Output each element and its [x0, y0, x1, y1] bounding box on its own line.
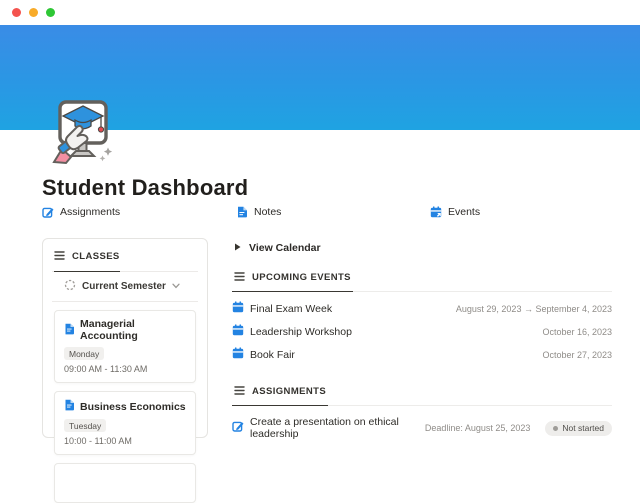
class-time: 09:00 AM - 11:30 AM	[64, 364, 148, 374]
class-card[interactable]: Business Economics Tuesday 10:00 - 11:00…	[54, 391, 196, 455]
assignments-view-tab[interactable]: ASSIGNMENTS	[232, 378, 329, 406]
assignments-section: ASSIGNMENTS Create a presentation on eth…	[232, 378, 612, 443]
event-title: Book Fair	[250, 348, 295, 361]
list-view-icon	[234, 268, 245, 286]
event-title: Leadership Workshop	[250, 325, 352, 338]
event-row[interactable]: Final Exam Week August 29, 2023 → Septem…	[232, 297, 612, 320]
right-panel: View Calendar UPCOMING EVENTS Final Exam…	[232, 240, 612, 443]
nav-link-label: Assignments	[60, 206, 121, 218]
event-row[interactable]: Leadership Workshop October 16, 2023	[232, 320, 612, 343]
view-calendar-toggle[interactable]: View Calendar	[232, 240, 612, 264]
event-title: Final Exam Week	[250, 302, 333, 315]
nav-link-events[interactable]: Events	[430, 206, 480, 218]
class-day-badge: Monday	[64, 347, 105, 360]
semester-filter[interactable]: Current Semester	[52, 272, 198, 302]
graduation-cap-monitor-icon	[52, 100, 113, 165]
assignments-tab-label: ASSIGNMENTS	[252, 385, 327, 397]
nav-link-notes[interactable]: Notes	[236, 206, 281, 218]
close-window-button[interactable]	[12, 8, 21, 17]
class-card[interactable]: Managerial Accounting Monday 09:00 AM - …	[54, 310, 196, 383]
upcoming-events-view-tab[interactable]: UPCOMING EVENTS	[232, 264, 353, 292]
class-title: Managerial Accounting	[80, 318, 138, 342]
class-day-badge: Tuesday	[64, 419, 107, 432]
event-row[interactable]: Book Fair October 27, 2023	[232, 343, 612, 366]
upcoming-events-header-row: UPCOMING EVENTS	[232, 264, 612, 292]
minimize-window-button[interactable]	[29, 8, 38, 17]
class-card-clipped[interactable]	[54, 463, 196, 503]
assignments-header-row: ASSIGNMENTS	[232, 378, 612, 406]
edit-icon	[42, 206, 54, 218]
nav-link-label: Events	[448, 206, 481, 218]
status-badge[interactable]: Not started	[545, 420, 612, 436]
upcoming-events-tab-label: UPCOMING EVENTS	[252, 271, 351, 283]
assignment-title: Create a presentation on ethical leaders…	[250, 416, 399, 440]
calendar-icon	[232, 300, 244, 318]
nav-link-assignments[interactable]: Assignments	[42, 206, 120, 218]
class-title: Business Economics	[80, 400, 186, 413]
class-page-icon	[64, 399, 75, 414]
status-dot-icon	[553, 425, 559, 431]
calendar-icon	[232, 346, 244, 364]
classes-view-tab[interactable]: CLASSES	[54, 247, 120, 272]
event-date: October 27, 2023	[542, 349, 612, 360]
page-title: Student Dashboard	[42, 175, 249, 200]
event-date: August 29, 2023 → September 4, 2023	[455, 303, 612, 314]
calendar-icon	[430, 206, 442, 218]
toggle-triangle-icon	[234, 242, 241, 254]
class-page-icon	[64, 323, 75, 338]
edit-icon	[232, 419, 244, 437]
status-label: Not started	[562, 423, 604, 433]
classes-header-row: CLASSES	[52, 239, 198, 272]
nav-link-label: Notes	[254, 206, 282, 218]
view-calendar-label: View Calendar	[249, 242, 321, 254]
assignment-row[interactable]: Create a presentation on ethical leaders…	[232, 411, 612, 443]
chevron-down-icon	[172, 281, 180, 292]
list-view-icon	[234, 382, 245, 400]
assignment-deadline: Deadline: August 25, 2023	[424, 423, 531, 433]
note-icon	[236, 206, 248, 218]
zoom-window-button[interactable]	[46, 8, 55, 17]
calendar-icon	[232, 323, 244, 341]
list-view-icon	[54, 247, 65, 265]
titlebar	[0, 0, 640, 25]
page-icon[interactable]	[44, 99, 114, 169]
event-date: October 16, 2023	[542, 326, 612, 337]
semester-filter-label: Current Semester	[82, 281, 166, 292]
class-time: 10:00 - 11:00 AM	[64, 436, 132, 446]
classes-tab-label: CLASSES	[72, 250, 120, 262]
dashed-circle-icon	[64, 279, 76, 294]
classes-panel: CLASSES Current Semester Managerial Acco…	[42, 238, 208, 503]
